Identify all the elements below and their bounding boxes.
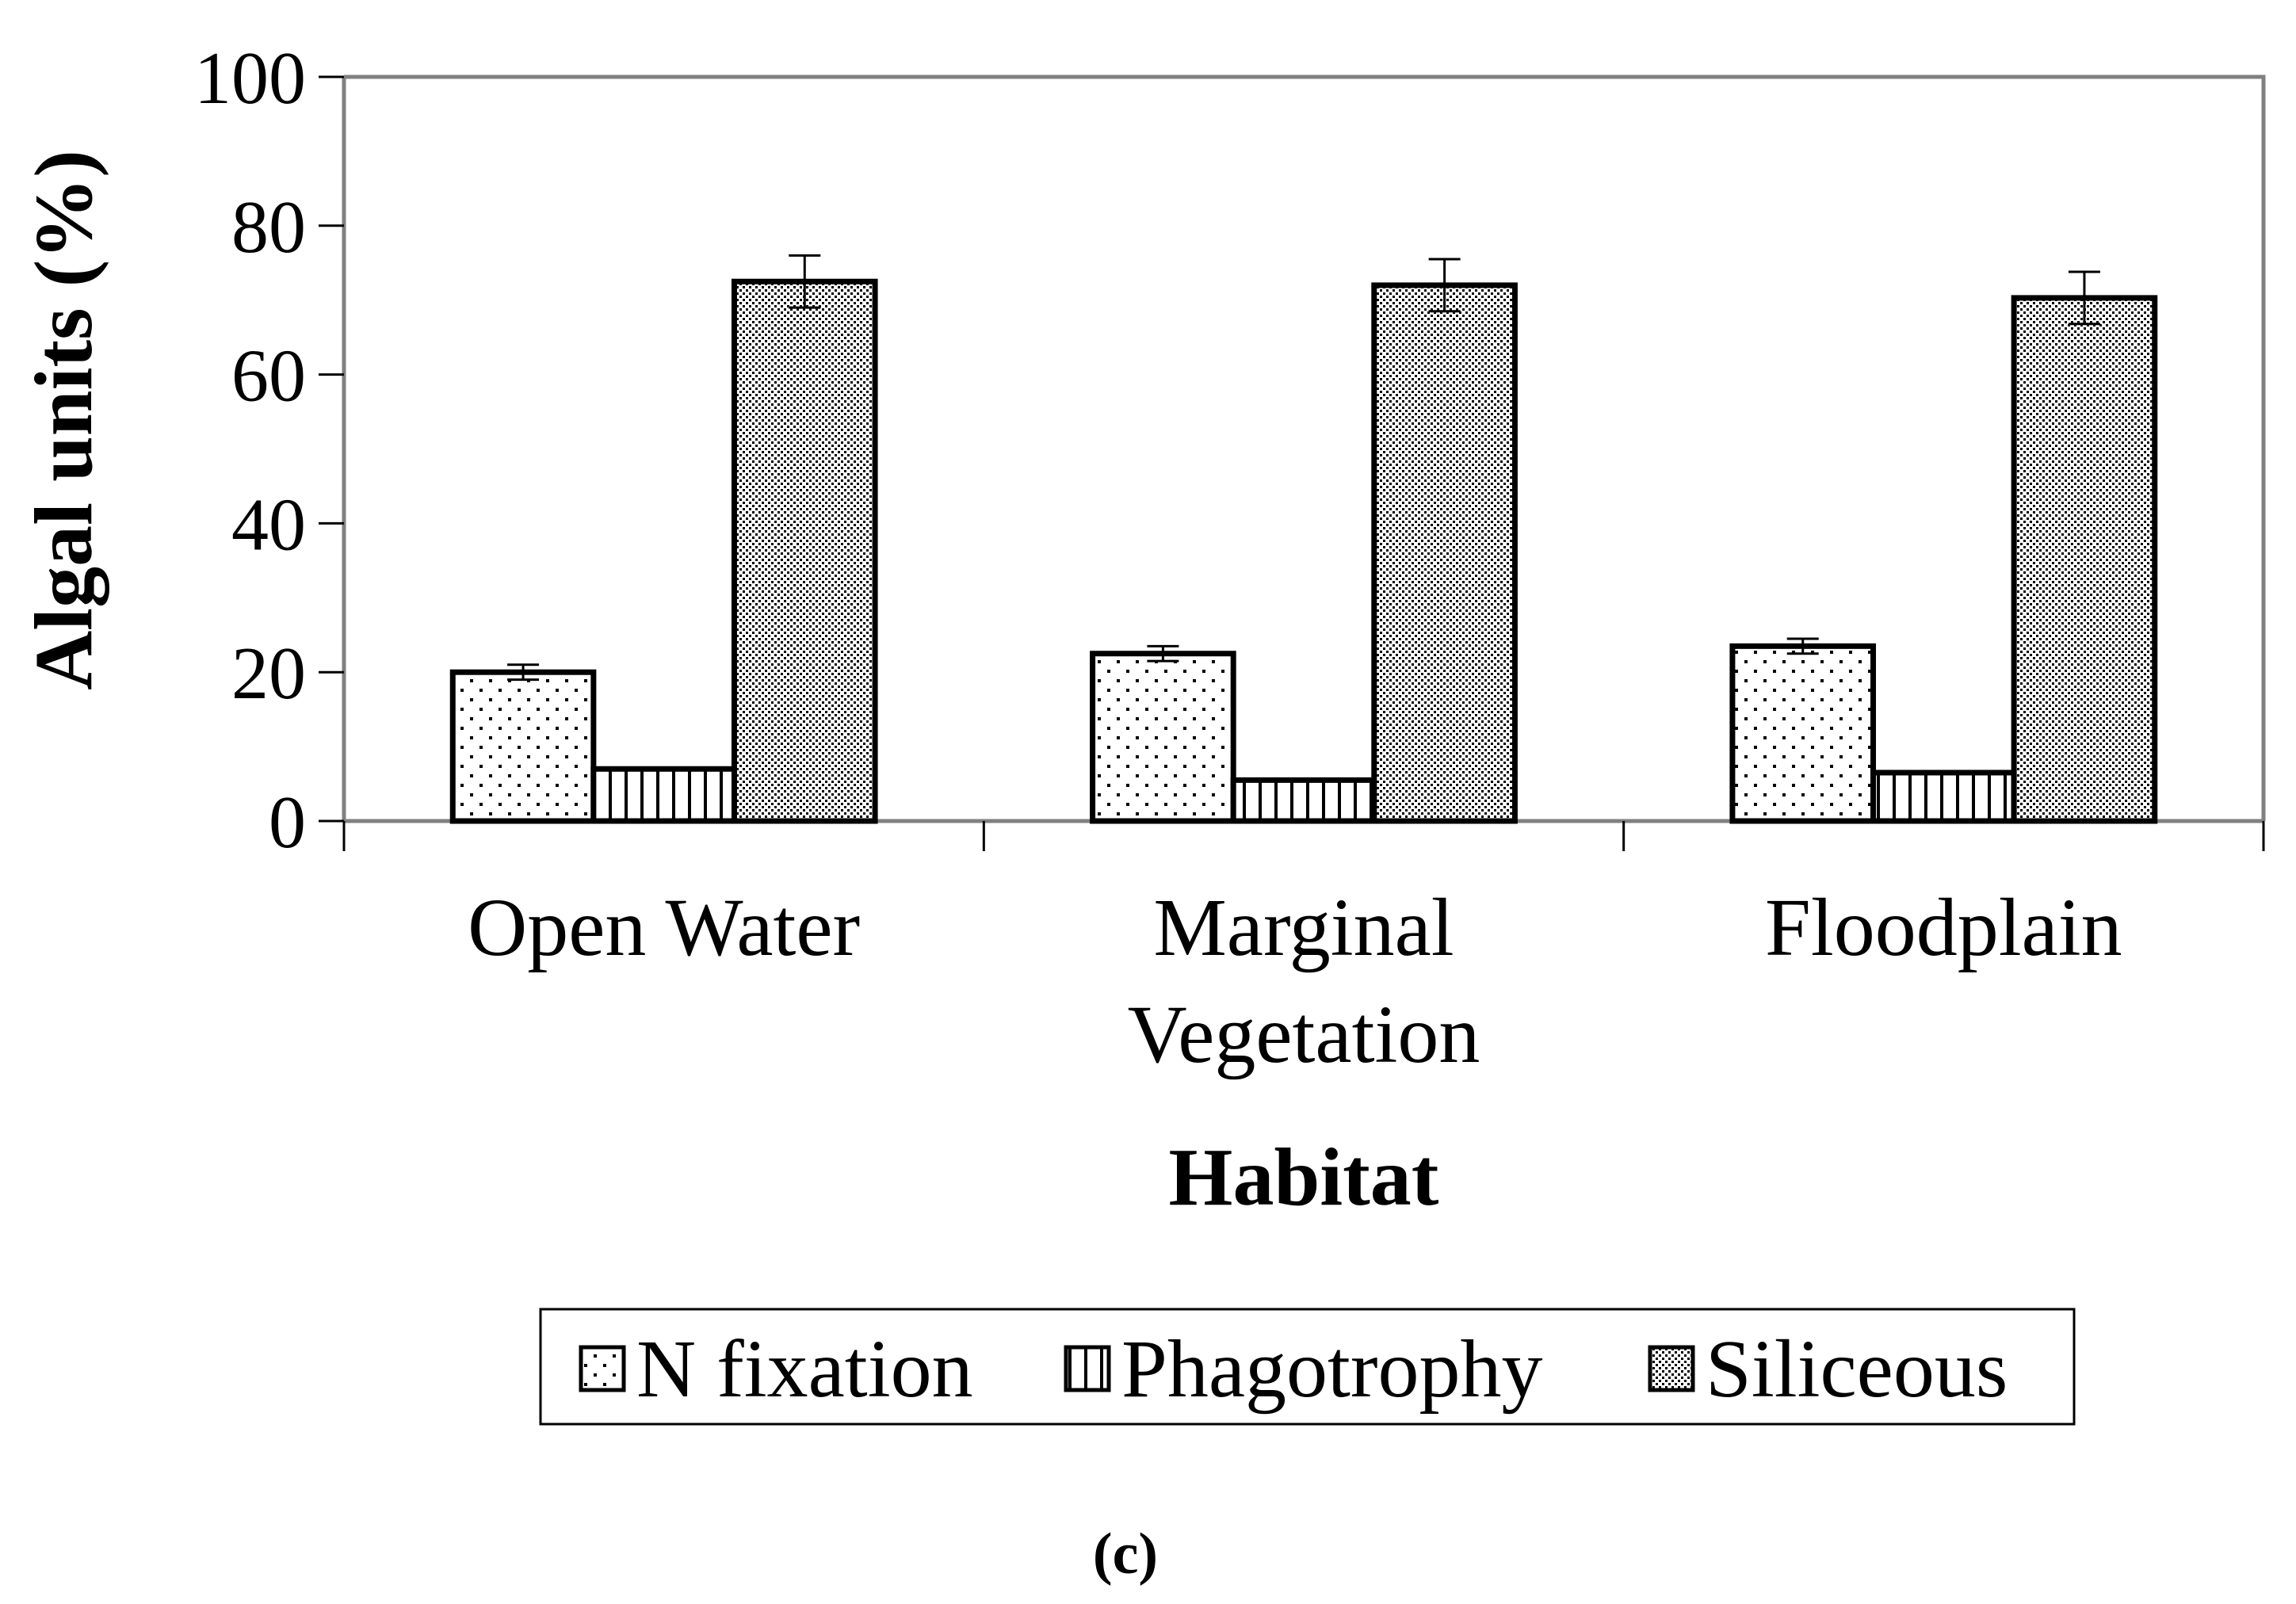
y-axis-title: Algal units (%) [18,150,109,690]
bar [590,766,737,824]
legend-label: Siliceous [1706,1323,2008,1415]
bars-group [449,278,2158,824]
y-tick-label: 20 [231,632,306,715]
bar [1371,282,1518,824]
bar [2011,295,2158,824]
x-category-label: Floodplain [1765,882,2122,973]
bar [1870,770,2017,824]
bar [1090,651,1236,824]
error-bars-group [507,254,2100,682]
plot-frame [344,74,2266,821]
y-axis: 0 20 40 60 80 100 [194,37,346,864]
x-axis-title: Habitat [1169,1132,1439,1223]
y-tick-label: 80 [231,186,306,269]
y-tick-label: 60 [231,335,306,418]
bar [1230,777,1377,824]
x-category-label: Vegetation [1128,989,1480,1080]
legend: N fixation Phagotrophy Siliceous [539,1308,2076,1426]
bar [1729,643,1877,824]
legend-swatch [1064,1345,1111,1392]
x-axis: Open Water Marginal Vegetation Floodplain [342,819,2265,1080]
x-category-label: Marginal [1153,882,1454,973]
legend-box [539,1308,2076,1426]
bar [449,669,597,824]
legend-label: Phagotrophy [1121,1323,1543,1415]
y-tick-label: 40 [231,483,306,566]
panel-label: (c) [1093,1522,1158,1587]
plot-border [344,74,2266,821]
legend-label: N fixation [636,1323,973,1415]
legend-swatch [1648,1345,1695,1392]
legend-swatch [579,1345,626,1392]
bar [731,278,878,824]
y-tick-label: 100 [194,37,306,120]
y-tick-label: 0 [269,781,306,864]
x-category-label: Open Water [468,882,860,973]
